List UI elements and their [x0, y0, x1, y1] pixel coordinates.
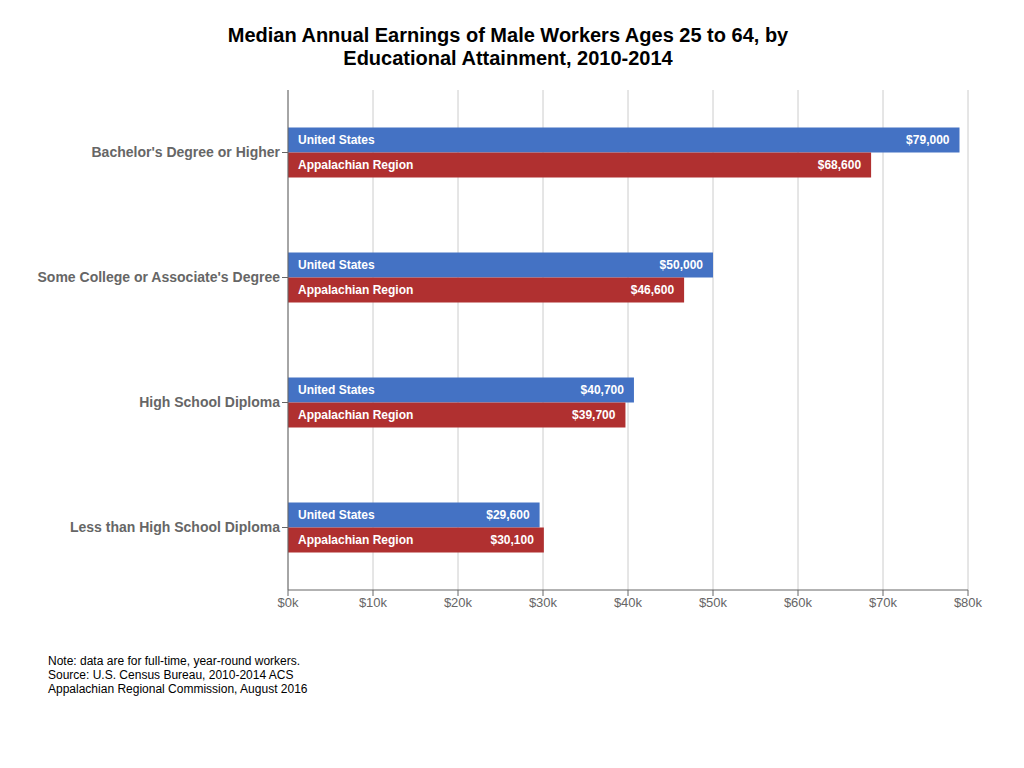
html-text:Median Annual Earnings of Male: Median Annual Earnings of Male Workers A…: [227, 24, 789, 46]
svg-text:$0k: $0k: [278, 595, 299, 610]
svg-text:$60k: $60k: [784, 595, 813, 610]
svg-text:$50k: $50k: [699, 595, 728, 610]
svg-text:$46,600: $46,600: [631, 283, 675, 297]
svg-text:Appalachian Region: Appalachian Region: [298, 533, 413, 547]
svg-text:United States: United States: [298, 508, 375, 522]
html-text:Appalachian Regional Commissio: Appalachian Regional Commission, August …: [48, 682, 308, 696]
svg-text:$80k: $80k: [954, 595, 983, 610]
svg-text:United States: United States: [298, 133, 375, 147]
html-text:Source: U.S. Census Bureau, 20: Source: U.S. Census Bureau, 2010-2014 AC…: [48, 668, 294, 682]
svg-text:$70k: $70k: [869, 595, 898, 610]
svg-text:High School Diploma: High School Diploma: [139, 394, 280, 410]
svg-text:$79,000: $79,000: [906, 133, 950, 147]
svg-text:Appalachian Region: Appalachian Region: [298, 408, 413, 422]
svg-text:$39,700: $39,700: [572, 408, 616, 422]
svg-text:$10k: $10k: [359, 595, 388, 610]
svg-text:$40k: $40k: [614, 595, 643, 610]
html-text:Note: data are for full-time,: Note: data are for full-time, year-round…: [48, 654, 301, 668]
html-text:Educational Attainment, 2010-2: Educational Attainment, 2010-2014: [343, 47, 673, 69]
svg-text:$30,100: $30,100: [490, 533, 534, 547]
svg-text:$40,700: $40,700: [581, 383, 625, 397]
svg-text:Appalachian Region: Appalachian Region: [298, 158, 413, 172]
svg-text:Less than High School Diploma: Less than High School Diploma: [70, 519, 280, 535]
svg-text:United States: United States: [298, 383, 375, 397]
svg-text:United States: United States: [298, 258, 375, 272]
svg-text:Appalachian Region: Appalachian Region: [298, 283, 413, 297]
svg-text:$29,600: $29,600: [486, 508, 530, 522]
svg-text:$20k: $20k: [444, 595, 473, 610]
svg-text:$30k: $30k: [529, 595, 558, 610]
svg-text:$68,600: $68,600: [818, 158, 862, 172]
svg-text:Some College or Associate's De: Some College or Associate's Degree: [38, 269, 281, 285]
svg-text:$50,000: $50,000: [660, 258, 704, 272]
svg-text:Bachelor's Degree or Higher: Bachelor's Degree or Higher: [91, 144, 280, 160]
